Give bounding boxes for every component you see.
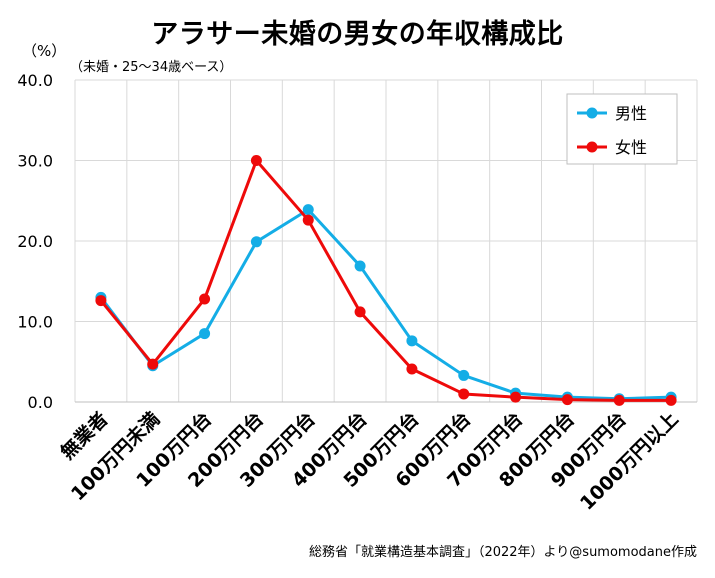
data-point-1 — [250, 155, 262, 166]
y-axis-unit-label: （%） — [22, 42, 67, 60]
series-line-1 — [99, 159, 672, 402]
legend-box — [566, 93, 678, 165]
data-point-1 — [406, 363, 418, 375]
data-point-0 — [354, 260, 366, 272]
data-point-1 — [510, 391, 522, 403]
y-tick-label: 20.0 — [17, 232, 53, 251]
data-point-0 — [406, 335, 418, 347]
legend-marker — [586, 107, 598, 119]
data-point-1 — [199, 293, 211, 305]
y-tick-label: 40.0 — [17, 71, 53, 90]
legend-label: 男性 — [615, 104, 647, 123]
data-point-0 — [250, 236, 262, 248]
data-point-0 — [302, 204, 314, 216]
chart-title: アラサー未婚の男女の年収構成比 — [151, 19, 564, 50]
data-point-1 — [561, 394, 573, 406]
x-tick-label: 100万円未満 — [66, 407, 164, 505]
data-point-1 — [458, 388, 470, 400]
legend-marker — [586, 141, 598, 153]
series-layer — [95, 155, 677, 406]
data-point-0 — [458, 369, 470, 381]
data-point-1 — [147, 358, 159, 370]
source-note: 総務省「就業構造基本調査」（2022年）より@sumomodane作成 — [308, 545, 697, 560]
data-point-1 — [302, 214, 314, 226]
y-tick-label: 0.0 — [28, 393, 53, 412]
data-point-1 — [613, 394, 625, 406]
data-point-0 — [199, 328, 211, 340]
chart-subtitle: （未婚・25～34歳ベース） — [70, 60, 233, 75]
legend-label: 女性 — [615, 138, 647, 157]
data-point-1 — [665, 394, 677, 406]
y-tick-label: 10.0 — [17, 313, 53, 332]
series-line-0 — [99, 208, 672, 401]
y-tick-label: 30.0 — [17, 152, 53, 171]
data-point-1 — [354, 306, 366, 318]
data-point-1 — [95, 295, 107, 307]
